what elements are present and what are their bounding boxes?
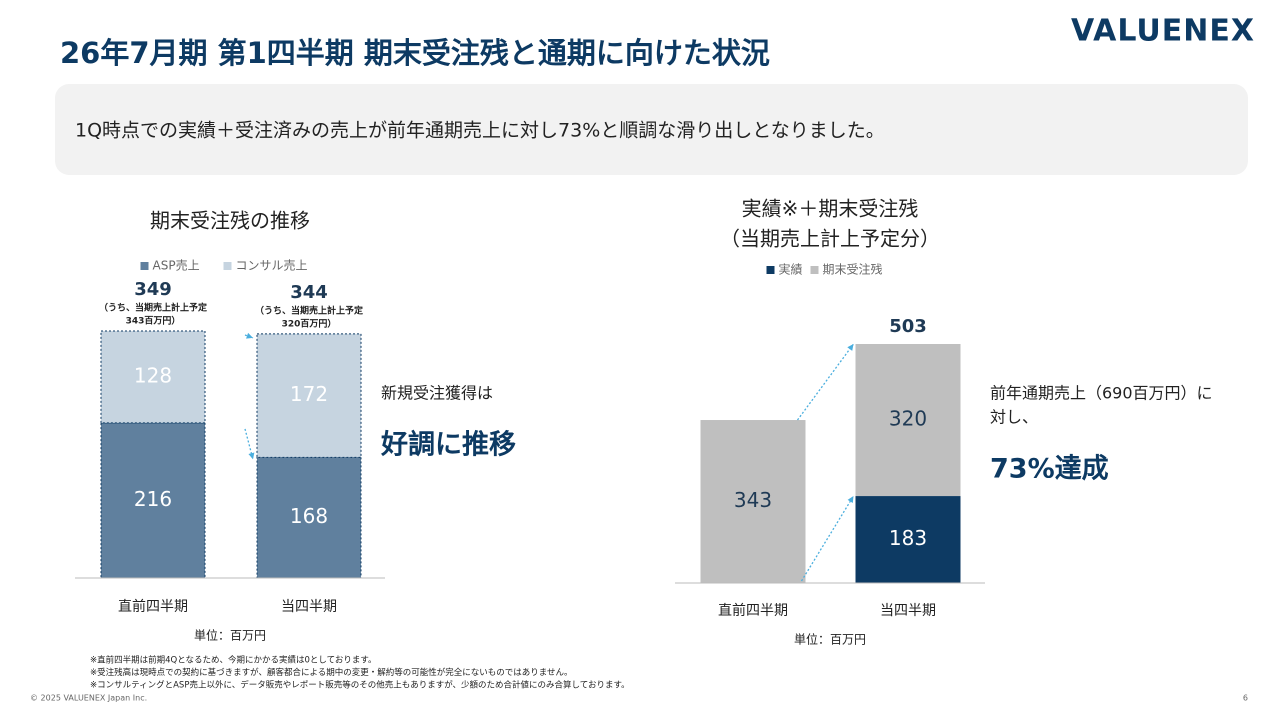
segment-label: 183	[889, 526, 927, 550]
bar-segment	[100, 330, 206, 424]
segment-label: 343	[734, 488, 772, 512]
total-note: 343百万円）	[126, 316, 181, 327]
callout: 新規受注獲得は	[381, 384, 493, 403]
total-label: 344	[290, 282, 328, 303]
arrow-head	[246, 332, 253, 339]
chart-title: （当期売上計上予定分）	[720, 227, 940, 251]
callout-emphasis: 好調に推移	[380, 429, 516, 461]
arrow-head	[847, 344, 854, 351]
category-label: 直前四半期	[718, 602, 788, 619]
segment-label: 320	[889, 407, 927, 431]
category-label: 直前四半期	[118, 598, 188, 615]
legend-label: ASP売上	[153, 258, 200, 273]
arrow-head	[248, 452, 255, 460]
total-label: 349	[134, 279, 172, 300]
bar-segment	[855, 496, 961, 583]
segment-label: 216	[134, 487, 172, 511]
slide-title: 26年7月期 第1四半期 期末受注残と通期に向けた状況	[60, 36, 770, 70]
arrow-line	[800, 495, 855, 582]
legend-label: コンサル売上	[236, 258, 308, 273]
copyright: © 2025 VALUENEX Japan Inc.	[30, 694, 147, 703]
bar-segment	[100, 422, 206, 579]
total-note: 320百万円）	[282, 318, 337, 329]
callout: 前年通期売上（690百万円）に	[990, 384, 1213, 403]
legend-swatch	[766, 266, 775, 274]
summary-text: 1Q時点での実績＋受注済みの売上が前年通期売上に対し73%と順調な滑り出しとなり…	[75, 120, 885, 142]
segment-label: 172	[290, 382, 328, 406]
bar-segment	[855, 344, 961, 497]
logo: VALUENEX	[1071, 14, 1255, 49]
chart-title: 実績※＋期末受注残	[742, 197, 919, 221]
arrow-line	[244, 428, 254, 460]
bar-segment	[256, 333, 362, 458]
unit-label: 単位：百万円	[794, 632, 866, 647]
total-note: （うち、当期売上計上予定	[255, 304, 364, 316]
legend-swatch	[810, 266, 819, 274]
legend-label: 実績	[779, 262, 803, 277]
total-note: （うち、当期売上計上予定	[99, 302, 208, 314]
legend-label: 期末受注残	[823, 262, 883, 277]
arrow-line	[796, 343, 855, 421]
footnote: ※受注残高は現時点での契約に基づきますが、顧客都合による期中の変更・解約等の可能…	[90, 667, 572, 678]
summary-box	[55, 84, 1248, 175]
category-label: 当四半期	[880, 603, 936, 619]
total-label: 503	[889, 316, 927, 337]
page-number: 6	[1243, 694, 1248, 703]
segment-label: 128	[134, 363, 172, 387]
callout-emphasis: 73%達成	[990, 454, 1109, 485]
footnote: ※直前四半期は前期4Qとなるため、今期にかかる実績は0としております。	[90, 655, 377, 666]
unit-label: 単位：百万円	[194, 628, 266, 643]
arrow-head	[847, 496, 854, 504]
legend-swatch	[223, 262, 232, 270]
footnote: ※コンサルティングとASP売上以外に、データ販売やレポート販売等のその他売上もあ…	[90, 680, 630, 691]
bar-segment	[700, 420, 806, 583]
segment-label: 168	[290, 504, 328, 528]
callout: 対し、	[990, 408, 1038, 427]
category-label: 当四半期	[281, 599, 337, 615]
legend-swatch	[140, 262, 149, 270]
chart-title: 期末受注残の推移	[150, 209, 310, 233]
